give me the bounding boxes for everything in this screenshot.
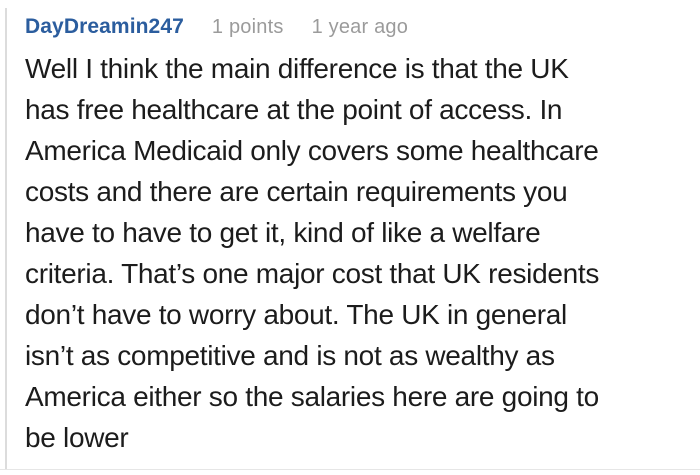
comment-collapse-line[interactable] [5, 8, 7, 469]
comment-timestamp: 1 year ago [311, 16, 409, 38]
comment-content: DayDreamin247 1 points 1 year ago Well I… [25, 15, 692, 458]
comment-body: Well I think the main difference is that… [25, 53, 600, 453]
comment-meta: DayDreamin247 1 points 1 year ago [25, 15, 692, 39]
comment-points: 1 points [211, 16, 284, 38]
divider [0, 469, 700, 470]
comment-author-link[interactable]: DayDreamin247 [25, 15, 184, 38]
